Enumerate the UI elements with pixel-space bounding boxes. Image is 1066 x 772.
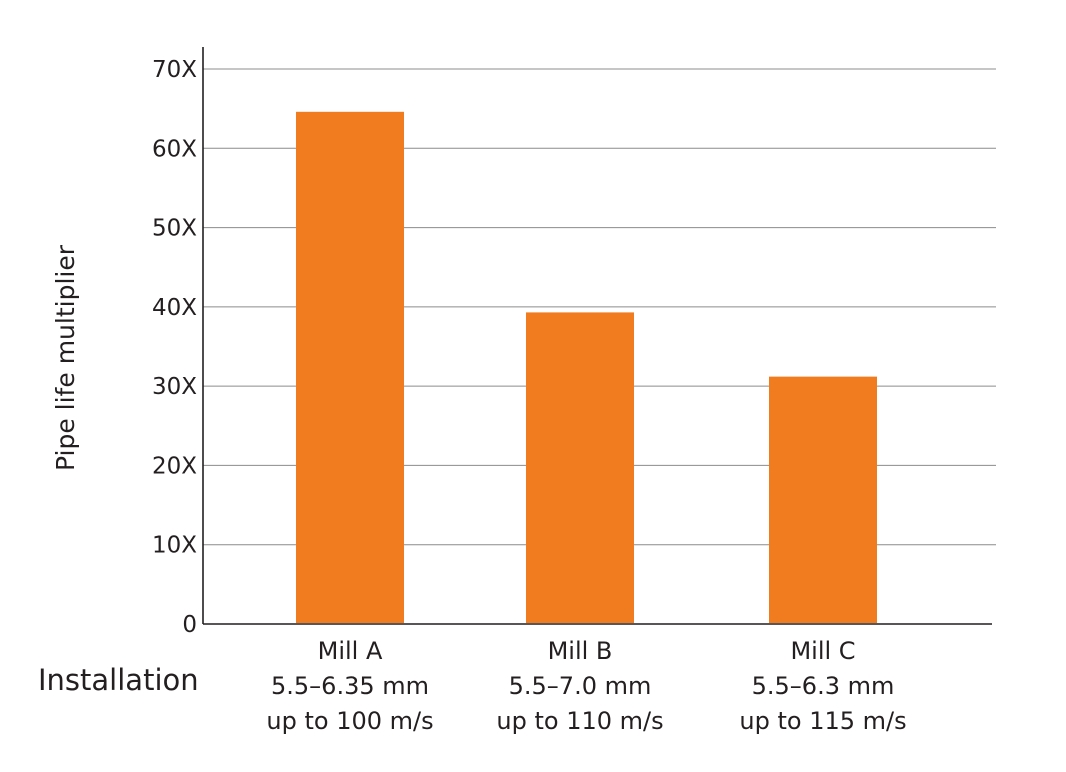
y-tick-label: 60X: [152, 136, 197, 162]
x-category-labels: Mill A 5.5–6.35 mm up to 100 m/s Mill B 5.5–…: [266, 637, 906, 735]
y-tick-labels: 0 10X 20X 30X 40X 50X 60X 70X: [152, 57, 197, 638]
y-tick-label: 20X: [152, 453, 197, 479]
y-tick-label: 50X: [152, 216, 197, 242]
y-tick-label: 0: [182, 612, 197, 638]
bars: [296, 111, 877, 624]
y-tick-label: 30X: [152, 374, 197, 400]
x-axis-title: Installation: [38, 663, 199, 697]
bar: [769, 376, 877, 623]
y-tick-label: 70X: [152, 57, 197, 83]
x-tick-label: Mill C 5.5–6.3 mm up to 115 m/s: [739, 637, 906, 735]
x-tick-label: Mill B 5.5–7.0 mm up to 110 m/s: [496, 637, 663, 735]
x-tick-label: Mill A 5.5–6.35 mm up to 100 m/s: [266, 637, 433, 735]
bar: [526, 312, 634, 623]
y-tick-label: 40X: [152, 295, 197, 321]
y-axis-title: Pipe life multiplier: [51, 244, 80, 471]
y-tick-label: 10X: [152, 533, 197, 559]
bar: [296, 111, 404, 624]
